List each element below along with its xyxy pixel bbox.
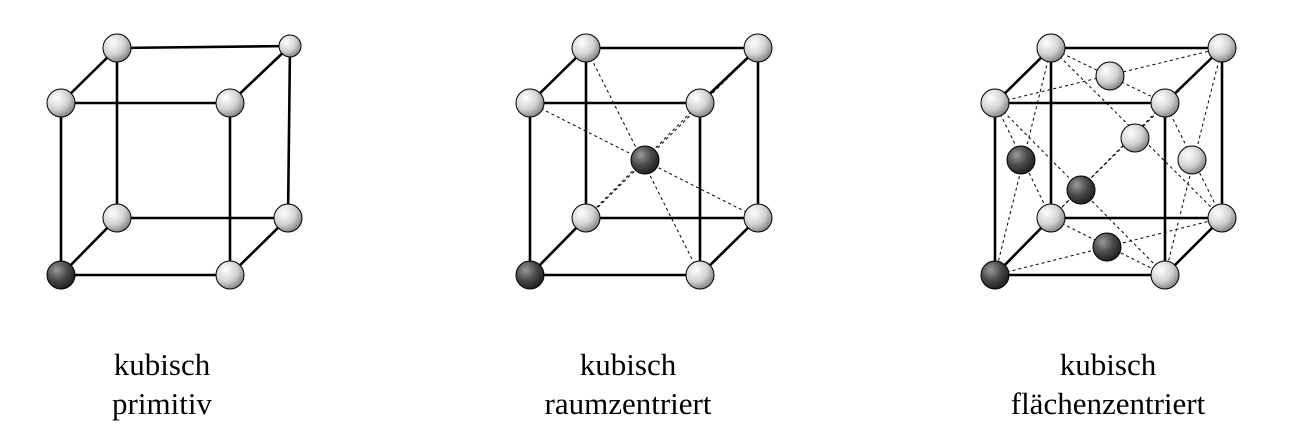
cube-face-centered: [980, 33, 1237, 290]
atom-face-bottom: [1092, 232, 1122, 262]
atom-back-top-right: [1207, 33, 1237, 63]
atom-back-top-right: [743, 33, 773, 63]
cube-primitive-atoms: [46, 33, 303, 290]
cube-face-centered-atoms: [980, 33, 1237, 290]
atom-front-bottom-right: [685, 260, 715, 290]
atom-front-bottom-right: [1150, 260, 1180, 290]
cube-primitive-edges: [59, 44, 292, 277]
cube-primitive: [46, 33, 303, 290]
atom-back-bottom-left: [102, 203, 132, 233]
atom-back-top-left: [102, 33, 132, 63]
atom-front-top-left: [980, 88, 1010, 118]
atom-back-bottom-right: [273, 203, 303, 233]
caption-face-centered: kubisch flächenzentriert: [958, 345, 1258, 423]
atom-front-top-left: [515, 88, 545, 118]
caption-body-centered-subtitle: raumzentriert: [544, 386, 712, 421]
atom-back-bottom-right: [1207, 203, 1237, 233]
atom-back-top-left: [1036, 33, 1066, 63]
caption-primitive: kubisch primitiv: [12, 345, 312, 423]
atom-front-bottom-left-origin: [46, 260, 76, 290]
atom-face-right: [1177, 145, 1207, 175]
atom-back-top-left: [571, 33, 601, 63]
atom-face-front: [1066, 175, 1096, 205]
caption-primitive-subtitle: primitiv: [112, 386, 212, 421]
cube-body-centered-atoms: [515, 33, 773, 290]
caption-primitive-title: kubisch: [113, 347, 211, 382]
atom-back-bottom-left: [571, 203, 601, 233]
atom-front-bottom-right: [215, 260, 245, 290]
atom-back-bottom-right: [743, 203, 773, 233]
atom-back-top-right: [278, 34, 302, 58]
atom-front-top-right: [1150, 88, 1180, 118]
caption-face-centered-title: kubisch: [1059, 347, 1157, 382]
atom-face-back: [1120, 123, 1150, 153]
atom-back-bottom-left: [1036, 203, 1066, 233]
atom-front-top-right: [215, 88, 245, 118]
caption-body-centered-title: kubisch: [579, 347, 677, 382]
atom-front-top-right: [685, 88, 715, 118]
atom-face-top: [1095, 61, 1125, 91]
cube-body-centered: [515, 33, 773, 290]
atom-face-left: [1006, 145, 1036, 175]
atom-front-bottom-left-origin: [980, 260, 1010, 290]
atom-body-center: [630, 145, 660, 175]
atom-front-top-left: [46, 88, 76, 118]
atom-front-bottom-left-origin: [515, 260, 545, 290]
caption-body-centered: kubisch raumzentriert: [478, 345, 778, 423]
caption-face-centered-subtitle: flächenzentriert: [1010, 386, 1206, 421]
